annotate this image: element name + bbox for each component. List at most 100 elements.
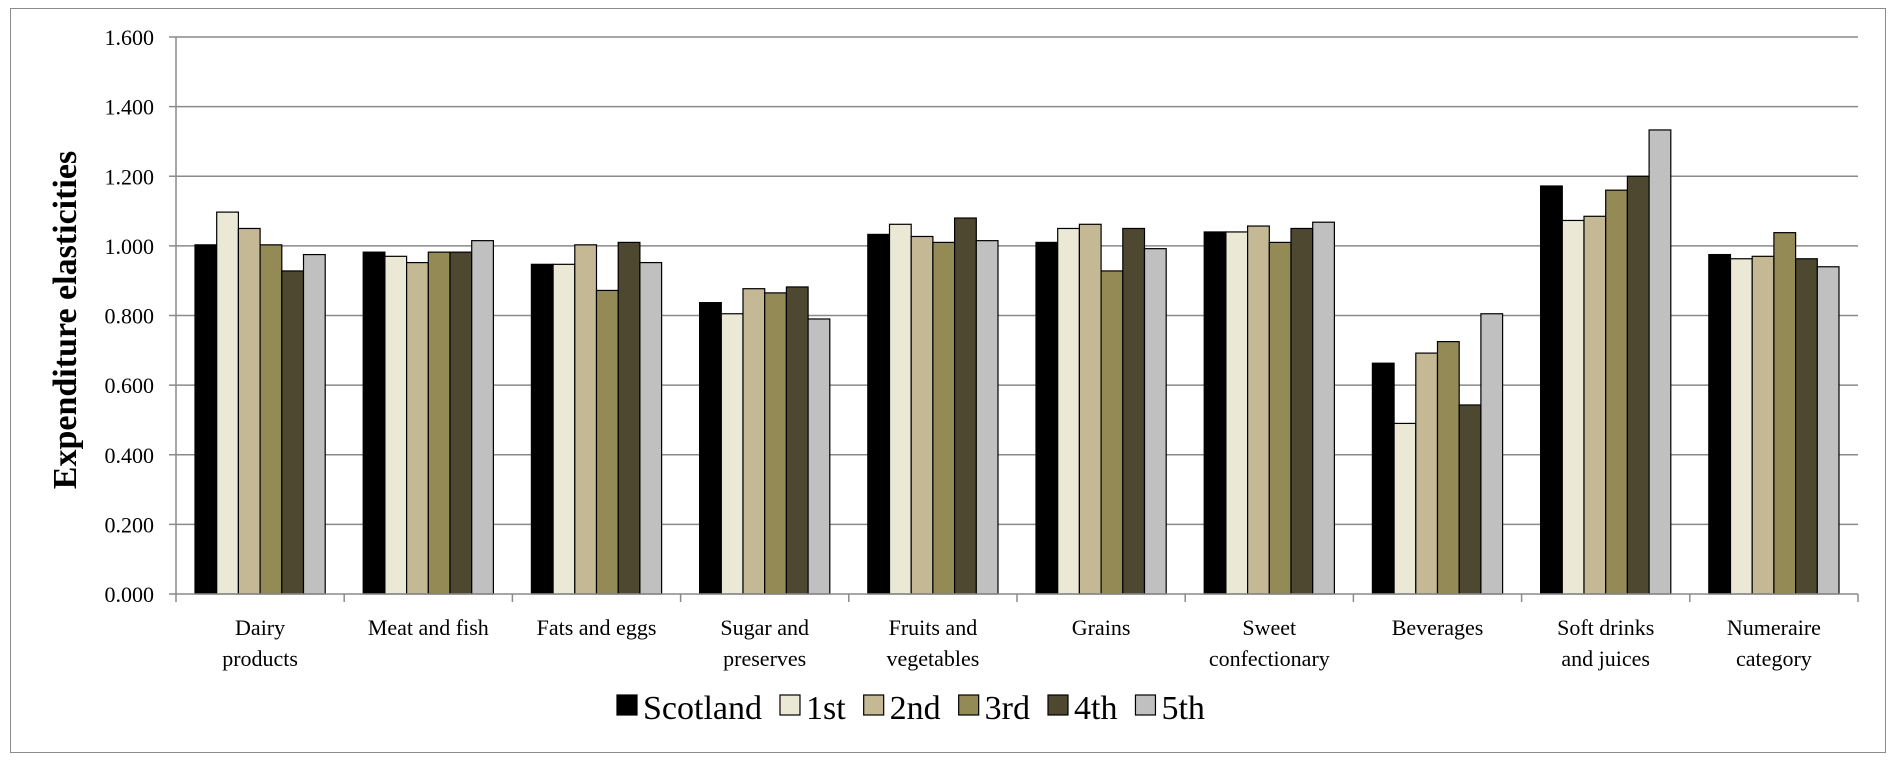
legend-swatch [863,694,885,716]
category-label: Sugar and [720,615,809,640]
bar [259,244,283,595]
bar [742,288,766,595]
bar [362,251,386,595]
bar [1312,221,1335,595]
category-label: Fruits and [889,615,978,640]
category-label: category [1736,646,1812,671]
bar [1143,248,1167,595]
category-label: confectionary [1209,646,1330,671]
category-label: Meat and fish [368,615,489,640]
bar [1393,422,1417,595]
legend-label: 1st [806,690,846,727]
bar [1561,219,1585,595]
legend-label: Scotland [643,690,762,727]
bar [302,253,326,595]
bar [1035,241,1059,595]
y-tick-label: 0.400 [105,443,155,468]
bar [237,227,261,595]
y-tick-label: 0.200 [105,512,155,537]
bar [216,211,239,595]
bar [720,313,744,595]
bar [1816,266,1840,595]
bar [1480,313,1504,595]
bar [194,244,218,595]
bar [975,240,999,595]
legend-swatch [779,694,801,716]
legend-swatch [958,694,980,716]
bar [1057,227,1080,595]
bar [867,233,891,595]
legend-swatch [616,694,638,716]
axes [169,36,1859,602]
bar [449,251,473,595]
bar [406,261,429,595]
legend-swatch [1134,694,1157,716]
bar [1708,253,1732,595]
bar [1626,175,1650,595]
y-tick-label: 0.000 [105,582,155,607]
bar [1729,258,1753,595]
bar [1436,341,1460,595]
bar [617,241,641,595]
legend-label: 5th [1161,690,1204,727]
bars [194,129,1840,595]
legend-label: 2nd [890,690,941,727]
category-label: Fats and eggs [537,615,657,640]
y-tick-labels: 0.000 0.200 0.400 0.600 0.800 1.000 1.200 1.400… [105,25,155,607]
y-tick-label: 0.800 [105,304,155,329]
bar [1203,231,1227,595]
category-label: and juices [1561,646,1650,671]
category-labels: Dairy products Meat and fish Fats and eggs S… [222,615,1821,671]
category-label: Sweet [1242,615,1296,640]
y-tick-label: 1.200 [105,164,155,189]
bar [764,292,788,595]
bar [1773,232,1797,595]
bar [1371,362,1395,595]
legend: Scotland 1st 2nd 3rd 4th 5th [616,690,1205,727]
bar [281,270,305,595]
bar [910,235,934,595]
bar [427,251,451,595]
y-tick-label: 1.600 [105,25,155,50]
y-tick-label: 0.600 [105,373,155,398]
bar [595,289,619,595]
category-label: vegetables [886,646,979,671]
bar [552,263,576,595]
bar [1605,189,1628,595]
bar [807,318,831,595]
category-label: Dairy [235,615,285,640]
bar [1290,227,1314,595]
bar [1246,225,1270,595]
category-label: preserves [723,646,806,671]
bar [1122,227,1146,595]
category-label: Beverages [1392,615,1484,640]
bar [932,241,956,595]
bar [1078,223,1102,595]
bar [953,217,977,595]
bar [1100,270,1124,595]
bar [1415,352,1439,595]
bar [1751,255,1775,595]
bar [384,255,408,595]
bar [888,223,912,595]
y-tick-label: 1.000 [105,234,155,259]
bar [639,261,663,595]
legend-label: 3rd [985,690,1030,727]
bar [471,240,495,595]
bar [1268,241,1292,595]
bar [1648,129,1672,595]
bar [530,263,554,595]
category-label: Grains [1072,615,1131,640]
bar [1539,185,1563,595]
bar [698,302,722,595]
category-label: products [222,646,298,671]
bar [785,286,809,595]
bar [1458,404,1482,595]
category-label: Numeraire [1727,615,1821,640]
y-axis-label: Expenditure elasticities [47,151,84,489]
bar [1794,258,1818,595]
legend-swatch [1047,694,1069,716]
category-label: Soft drinks [1557,615,1654,640]
y-tick-label: 1.400 [105,95,155,120]
